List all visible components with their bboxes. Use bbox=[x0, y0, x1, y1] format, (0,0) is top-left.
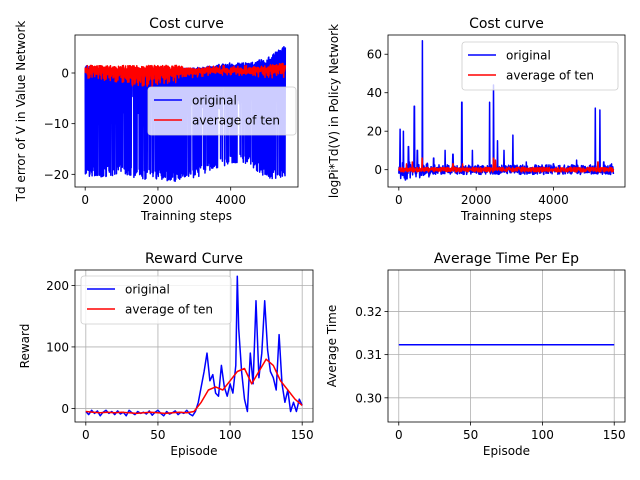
y-tick-label: 0 bbox=[374, 163, 382, 177]
subplot-2: 0 2000 4000 0 20 40 60 Cost curve Trainning step… bbox=[327, 16, 626, 223]
y-tick-label: 20 bbox=[367, 125, 382, 139]
legend-box bbox=[147, 86, 297, 136]
legend-label: original bbox=[506, 49, 551, 63]
y-tick-label: 0.32 bbox=[355, 305, 382, 319]
x-tick-label: 4000 bbox=[538, 193, 569, 207]
y-axis-label: Average Time bbox=[325, 305, 339, 387]
x-tick-label: 150 bbox=[603, 428, 626, 442]
y-tick-label: −20 bbox=[44, 168, 69, 182]
legend-label: original bbox=[125, 283, 170, 297]
y-axis-label: logPi*Td(V) in Policy Network bbox=[327, 24, 341, 198]
y-tick-label: 0.30 bbox=[355, 391, 382, 405]
legend-label: average of ten bbox=[125, 303, 213, 317]
legend-box bbox=[461, 41, 619, 91]
x-tick-label: 100 bbox=[219, 428, 242, 442]
legend-label: original bbox=[192, 94, 237, 108]
subplot-4: 0 50 100 150 0.30 0.31 0.32 Average Time Per Ep… bbox=[325, 251, 626, 458]
y-tick-label: 0 bbox=[61, 67, 69, 81]
series-line-2 bbox=[84, 62, 287, 87]
y-tick-label: 60 bbox=[367, 48, 382, 62]
x-tick-label: 2000 bbox=[143, 193, 174, 207]
subplot-3: 0 50 100 150 0 100 200 Reward Curve Episode Rewar… bbox=[18, 251, 314, 458]
y-tick-label: 100 bbox=[46, 340, 69, 354]
x-tick-label: 0 bbox=[81, 193, 89, 207]
y-tick-label: 0 bbox=[61, 402, 69, 416]
plot-area bbox=[398, 40, 615, 181]
subplot-1: 0 2000 4000 −20 −10 0 Cost curve Trainning step… bbox=[14, 16, 299, 223]
plot-area bbox=[85, 275, 303, 417]
chart-title: Cost curve bbox=[469, 16, 544, 32]
x-axis-label: Episode bbox=[170, 444, 217, 458]
series-line-2 bbox=[85, 358, 303, 415]
x-tick-label: 4000 bbox=[215, 193, 246, 207]
legend: original average of ten bbox=[461, 41, 619, 91]
series-line-2 bbox=[398, 157, 615, 173]
x-tick-label: 100 bbox=[531, 428, 554, 442]
x-axis-label: Trainning steps bbox=[140, 209, 232, 223]
x-tick-label: 150 bbox=[291, 428, 314, 442]
x-tick-label: 50 bbox=[150, 428, 165, 442]
legend-box bbox=[80, 275, 232, 325]
x-tick-label: 2000 bbox=[461, 193, 492, 207]
legend: original average of ten bbox=[147, 86, 297, 136]
axes-frame bbox=[74, 269, 314, 423]
x-tick-label: 0 bbox=[82, 428, 90, 442]
legend-label: average of ten bbox=[506, 69, 594, 83]
axes-frame bbox=[387, 34, 626, 188]
y-tick-label: 200 bbox=[46, 279, 69, 293]
x-tick-label: 0 bbox=[395, 193, 403, 207]
y-axis-label: Reward bbox=[18, 324, 32, 369]
y-tick-label: 0.31 bbox=[355, 348, 382, 362]
chart-title: Cost curve bbox=[149, 16, 224, 32]
x-tick-label: 50 bbox=[463, 428, 478, 442]
x-axis-label: Trainning steps bbox=[460, 209, 552, 223]
series-line-1 bbox=[398, 40, 615, 181]
chart-title: Average Time Per Ep bbox=[434, 251, 579, 267]
y-axis-label: Td error of V in Value Network bbox=[14, 21, 28, 203]
x-axis-label: Episode bbox=[483, 444, 530, 458]
plot-area bbox=[84, 45, 287, 183]
legend-label: average of ten bbox=[192, 114, 280, 128]
axes-frame bbox=[387, 269, 626, 423]
y-tick-label: −10 bbox=[44, 117, 69, 131]
axes-frame bbox=[74, 34, 299, 188]
legend: original average of ten bbox=[80, 275, 232, 325]
y-tick-label: 40 bbox=[367, 86, 382, 100]
chart-title: Reward Curve bbox=[145, 251, 243, 267]
x-tick-label: 0 bbox=[395, 428, 403, 442]
